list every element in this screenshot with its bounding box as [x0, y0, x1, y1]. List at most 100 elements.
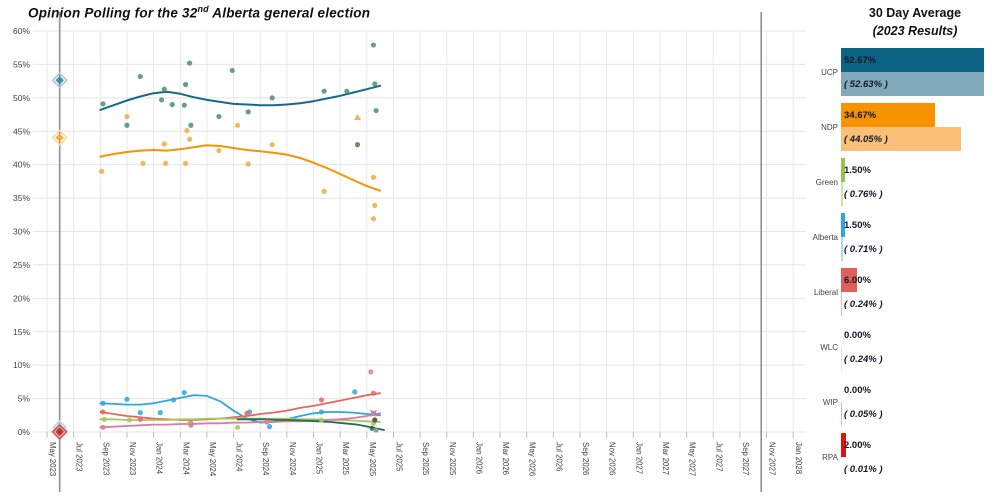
poll-point-alberta: [157, 410, 163, 416]
x-tick-label: Sep 2025: [421, 442, 430, 476]
trend-line-liberal: [99, 392, 382, 421]
result-diamond-outline-ndp: [51, 129, 68, 146]
result-diamond-ucp: [55, 75, 65, 85]
average-value-label: 34.67%: [844, 109, 877, 121]
trend-line-ucp: [99, 84, 382, 111]
x-tick-label: Jul 2023: [75, 442, 84, 471]
poll-point-rpa: [368, 369, 374, 375]
result-bar-track: ( 0.01% ): [841, 457, 1000, 481]
average-bar-alberta: [841, 213, 846, 237]
poll-point-ucp: [124, 122, 130, 128]
party-row-alberta: Alberta 1.50% ( 0.71% ): [812, 213, 1000, 261]
poll-point-alberta: [170, 397, 177, 403]
x-tick-label: Mar 2027: [661, 442, 670, 475]
y-tick-label: 10%: [13, 360, 30, 370]
poll-point-ucp: [245, 109, 251, 115]
poll-point-liberal: [100, 409, 106, 415]
x-tick-label: May 2025: [368, 442, 377, 477]
average-bar-ucp: [841, 48, 985, 72]
poll-point-alberta: [266, 424, 273, 430]
x-tick-label: Sep 2024: [261, 442, 270, 476]
x-tick-label: Nov 2024: [288, 442, 297, 476]
result-diamond-rpa: [55, 427, 65, 437]
result-diamond-outline-ucp: [51, 72, 68, 89]
average-value-label: 1.50%: [844, 164, 871, 176]
party-bars: 2.00% ( 0.01% ): [841, 433, 1000, 481]
y-tick-label: 40%: [13, 160, 30, 170]
poll-point-green: [127, 417, 133, 423]
poll-point-ucp: [186, 60, 193, 66]
result-value-label: ( 0.24% ): [844, 353, 883, 365]
average-bar-green: [841, 158, 846, 182]
result-bar-ucp: [841, 72, 985, 96]
result-bar-track: ( 52.63% ): [841, 72, 1000, 96]
poll-point-ucp: [372, 81, 378, 87]
poll-point-ucp: [137, 73, 143, 80]
polling-chart: 0% 5% 10% 15% 20% 25% 30% 35% 40% 45% 50% 55% 60% May…: [13, 12, 806, 492]
poll-point-ucp: [181, 102, 187, 108]
party-row-green: Green 1.50% ( 0.76% ): [812, 158, 1000, 206]
poll-point-green: [101, 416, 107, 422]
y-tick-label: 15%: [13, 327, 30, 337]
party-name-label: WLC: [820, 342, 838, 352]
x-tick-label: May 2024: [208, 442, 217, 477]
x-tick-label: Jan 2026: [474, 442, 483, 474]
poll-point-triangle: [354, 113, 361, 121]
y-tick-label: 60%: [13, 26, 30, 36]
party-bars: 0.00% ( 0.24% ): [841, 323, 1000, 371]
panel-header: 30 Day Average (2023 Results): [840, 4, 990, 40]
poll-point-ndp: [321, 188, 327, 195]
average-bar-liberal: [841, 268, 858, 292]
poll-point-alberta: [352, 389, 358, 395]
poll-point-green: [234, 424, 241, 430]
poll-point-ucp: [216, 113, 222, 120]
y-tick-label: 45%: [13, 126, 30, 136]
average-value-label: 0.00%: [844, 329, 871, 341]
party-row-wip: WIP 0.00% ( 0.05% ): [812, 378, 1000, 426]
y-tick-label: 35%: [13, 193, 30, 203]
party-bars: 0.00% ( 0.05% ): [841, 378, 1000, 426]
result-bar-track: ( 0.76% ): [841, 182, 1000, 206]
averages-panel: 30 Day Average (2023 Results) UCP 52.67% (…: [812, 0, 1000, 500]
poll-point-rpa: [264, 419, 270, 425]
poll-point-x: [369, 409, 378, 417]
result-bar-alberta: [841, 237, 843, 261]
average-bar-track: 6.00%: [841, 268, 1000, 292]
party-name-label: NDP: [821, 122, 838, 132]
average-bar-track: 0.00%: [841, 378, 1000, 402]
poll-point-rpa: [188, 422, 194, 428]
poll-point-ucp: [373, 107, 379, 114]
average-value-label: 1.50%: [844, 219, 871, 231]
party-name-label: Liberal: [813, 287, 838, 297]
party-name-label: RPA: [822, 452, 838, 462]
x-tick-label: Jul 2025: [394, 442, 403, 472]
poll-point-ndp: [216, 148, 222, 154]
poll-point-liberal: [318, 397, 325, 403]
poll-point-ndp: [140, 160, 146, 166]
y-tick-label: 55%: [13, 59, 30, 69]
x-tick-label: May 2026: [528, 442, 537, 476]
poll-point-ucp: [169, 101, 175, 108]
title-text: Opinion Polling for the 32: [28, 5, 198, 21]
result-bar-wlc: [841, 347, 842, 371]
trend-line-ndp: [99, 144, 382, 192]
poll-point-ndp: [370, 216, 377, 222]
party-name-label: Green: [815, 177, 838, 187]
poll-point-liberal: [244, 410, 250, 416]
result-diamond-outline-rpa: [51, 423, 68, 441]
party-bars: 34.67% ( 44.05% ): [841, 103, 1000, 151]
poll-point-alberta: [137, 410, 143, 416]
x-tick-label: Nov 2027: [768, 442, 777, 475]
result-bar-track: ( 0.05% ): [841, 402, 1000, 426]
party-name-label: WIP: [822, 397, 838, 407]
title-text-suffix: Alberta general election: [208, 5, 371, 21]
result-bar-ndp: [841, 127, 961, 151]
average-bar-track: 1.50%: [841, 158, 1000, 182]
poll-point-ucp: [321, 88, 327, 94]
poll-point-ucp: [182, 81, 189, 88]
party-bars: 1.50% ( 0.76% ): [841, 158, 1000, 206]
poll-point-ndp: [124, 113, 130, 120]
party-bars: 6.00% ( 0.24% ): [841, 268, 1000, 316]
average-value-label: 0.00%: [844, 384, 871, 396]
poll-point-ucp: [188, 122, 194, 128]
